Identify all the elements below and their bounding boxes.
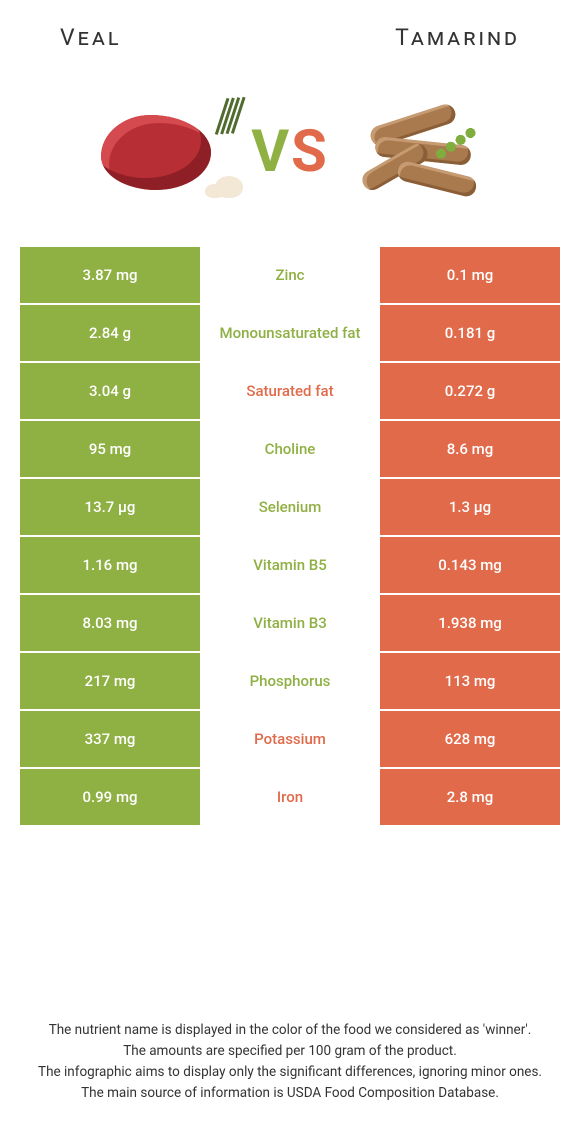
table-row: 217 mgPhosphorus113 mg <box>20 653 560 709</box>
value-right: 0.272 g <box>380 363 560 419</box>
value-right: 113 mg <box>380 653 560 709</box>
nutrient-name: Iron <box>200 769 380 825</box>
value-left: 1.16 mg <box>20 537 200 593</box>
table-row: 337 mgPotassium628 mg <box>20 711 560 767</box>
table-row: 3.87 mgZinc0.1 mg <box>20 247 560 303</box>
nutrient-name: Saturated fat <box>200 363 380 419</box>
veal-image <box>71 97 241 207</box>
value-right: 1.3 µg <box>380 479 560 535</box>
footnote: The nutrient name is displayed in the co… <box>30 1020 550 1104</box>
footnote-line: The infographic aims to display only the… <box>30 1062 550 1083</box>
value-left: 3.04 g <box>20 363 200 419</box>
value-left: 2.84 g <box>20 305 200 361</box>
table-row: 0.99 mgIron2.8 mg <box>20 769 560 825</box>
value-right: 0.1 mg <box>380 247 560 303</box>
value-left: 3.87 mg <box>20 247 200 303</box>
nutrient-name: Phosphorus <box>200 653 380 709</box>
vs-label: VS <box>251 123 329 181</box>
nutrient-name: Selenium <box>200 479 380 535</box>
nutrient-name: Zinc <box>200 247 380 303</box>
value-right: 0.143 mg <box>380 537 560 593</box>
table-row: 1.16 mgVitamin B50.143 mg <box>20 537 560 593</box>
table-row: 3.04 gSaturated fat0.272 g <box>20 363 560 419</box>
nutrient-name: Monounsaturated fat <box>200 305 380 361</box>
value-left: 217 mg <box>20 653 200 709</box>
footnote-line: The main source of information is USDA F… <box>30 1083 550 1104</box>
table-row: 8.03 mgVitamin B31.938 mg <box>20 595 560 651</box>
value-left: 95 mg <box>20 421 200 477</box>
value-right: 2.8 mg <box>380 769 560 825</box>
value-right: 628 mg <box>380 711 560 767</box>
value-right: 8.6 mg <box>380 421 560 477</box>
tamarind-image <box>339 97 509 207</box>
header: Veal Tamarind <box>0 0 580 69</box>
vs-row: VS <box>0 69 580 247</box>
value-left: 337 mg <box>20 711 200 767</box>
value-left: 8.03 mg <box>20 595 200 651</box>
table-row: 2.84 gMonounsaturated fat0.181 g <box>20 305 560 361</box>
title-left: Veal <box>60 24 122 51</box>
footnote-line: The nutrient name is displayed in the co… <box>30 1020 550 1041</box>
vs-v: V <box>251 118 291 186</box>
title-right: Tamarind <box>395 24 520 51</box>
value-left: 0.99 mg <box>20 769 200 825</box>
nutrient-name: Choline <box>200 421 380 477</box>
footnote-line: The amounts are specified per 100 gram o… <box>30 1041 550 1062</box>
nutrient-name: Vitamin B5 <box>200 537 380 593</box>
value-right: 1.938 mg <box>380 595 560 651</box>
nutrient-table: 3.87 mgZinc0.1 mg2.84 gMonounsaturated f… <box>20 247 560 825</box>
nutrient-name: Potassium <box>200 711 380 767</box>
value-right: 0.181 g <box>380 305 560 361</box>
table-row: 13.7 µgSelenium1.3 µg <box>20 479 560 535</box>
value-left: 13.7 µg <box>20 479 200 535</box>
nutrient-name: Vitamin B3 <box>200 595 380 651</box>
table-row: 95 mgCholine8.6 mg <box>20 421 560 477</box>
vs-s: S <box>291 118 329 186</box>
